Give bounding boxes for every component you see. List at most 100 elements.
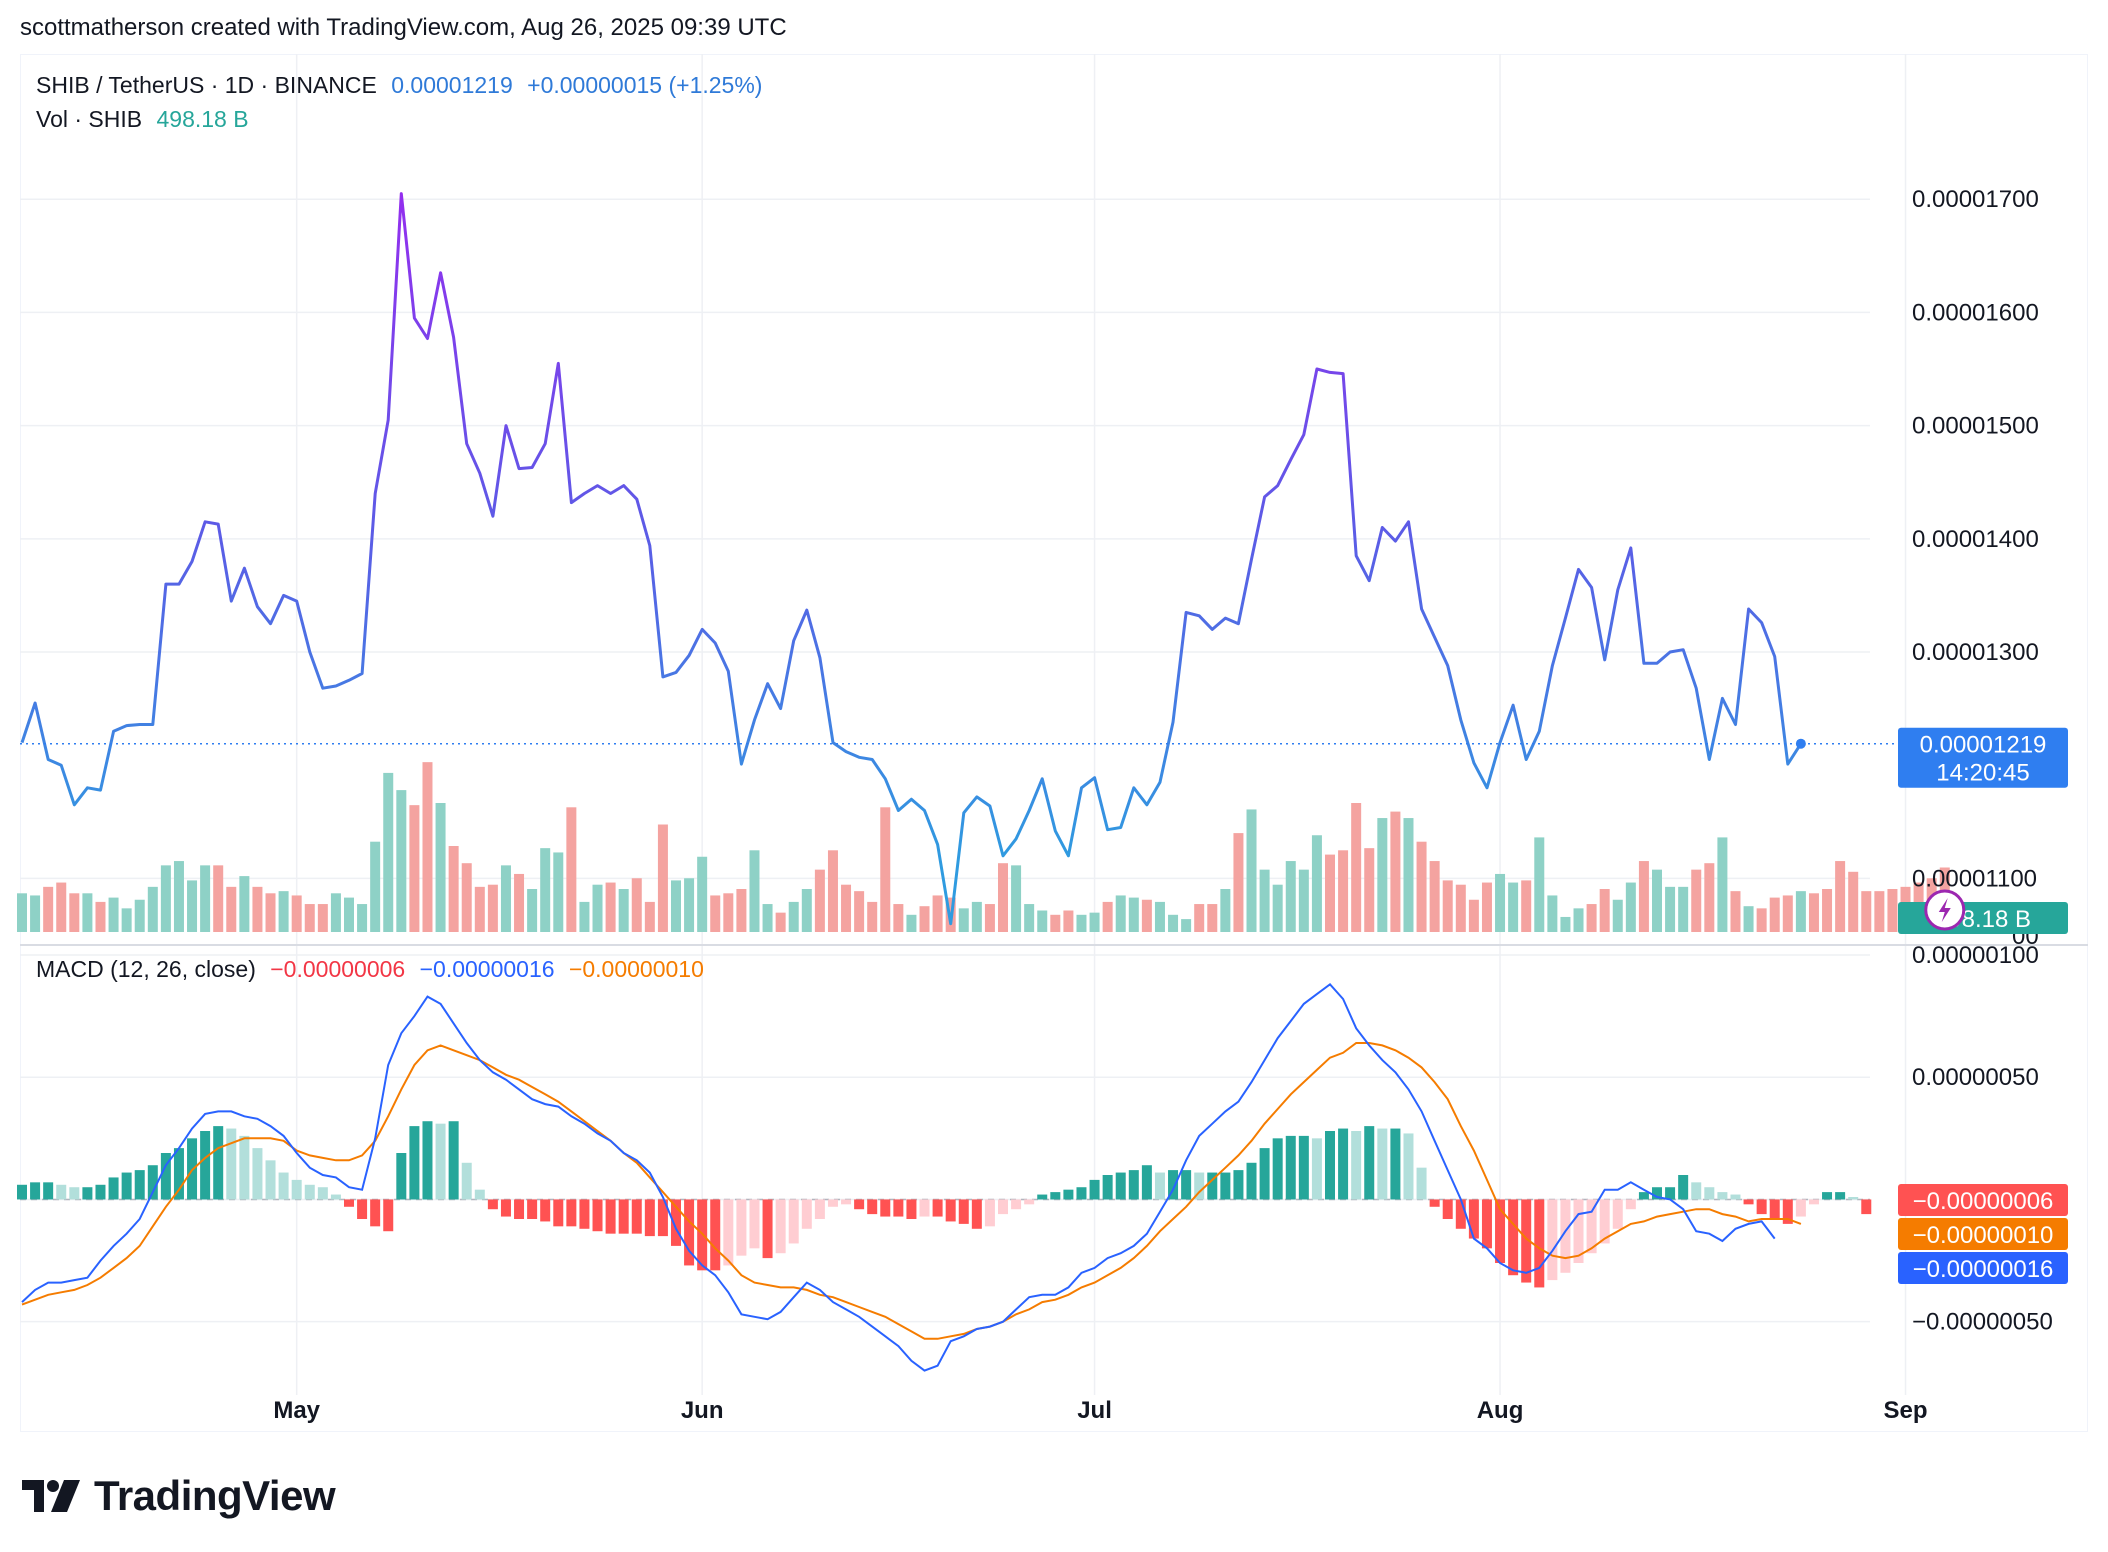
macd-histogram-bar xyxy=(1769,1199,1780,1219)
price-tag-text: 0.00001219 xyxy=(1920,732,2047,759)
tradingview-logo[interactable]: TradingView xyxy=(22,1472,336,1520)
volume-bar xyxy=(265,893,276,932)
legend-symbol[interactable]: SHIB / TetherUS · 1D · BINANCE xyxy=(36,72,377,98)
macd-histogram-bar xyxy=(108,1177,119,1200)
tradingview-logo-text: TradingView xyxy=(94,1472,336,1519)
macd-tag xyxy=(1898,1252,2068,1284)
macd-histogram-bar xyxy=(1756,1199,1767,1215)
volume-bar xyxy=(932,895,943,932)
macd-histogram-bar xyxy=(1704,1187,1715,1200)
macd-histogram-bar xyxy=(1351,1131,1362,1200)
macd-histogram-bar xyxy=(514,1199,525,1219)
volume-bar xyxy=(1207,904,1218,932)
macd-histogram-bar xyxy=(1325,1131,1335,1200)
macd-histogram-bar xyxy=(1599,1199,1610,1244)
price-tick-label: 0.00001400 xyxy=(1912,526,2039,553)
volume-bar xyxy=(1782,895,1793,932)
volume-bar xyxy=(1259,869,1270,932)
volume-bar xyxy=(1141,899,1152,932)
macd-histogram-bar xyxy=(1233,1170,1244,1200)
macd-histogram-bar xyxy=(1534,1199,1545,1288)
price-tick-label: 0.00001100 xyxy=(1912,865,2037,892)
macd-histogram-bar xyxy=(213,1126,224,1200)
volume-bar xyxy=(1625,882,1636,932)
macd-histogram-bar xyxy=(1481,1199,1492,1249)
macd-histogram-bar xyxy=(1442,1199,1453,1219)
volume-bar xyxy=(1089,912,1100,932)
macd-line xyxy=(21,982,1776,1372)
x-tick-label: May xyxy=(273,1397,320,1424)
macd-histogram-bar xyxy=(1050,1192,1061,1200)
macd-histogram-bar xyxy=(971,1199,982,1229)
legend-vol-label[interactable]: Vol · SHIB xyxy=(36,106,143,132)
volume-bar xyxy=(448,846,459,932)
macd-histogram-bar xyxy=(644,1199,655,1237)
macd-histogram-bar xyxy=(1102,1175,1113,1200)
volume-bar xyxy=(370,841,381,932)
macd-histogram-bar xyxy=(1246,1162,1257,1200)
chart-canvas[interactable]: May Jun Jul Aug Sep 0.00001700 0.00001600 0.000… xyxy=(0,0,2108,1440)
volume-bar xyxy=(1246,809,1257,932)
macd-histogram-bar xyxy=(357,1199,368,1219)
chart-credit: scottmatherson created with TradingView.… xyxy=(20,14,787,41)
macd-histogram-bar xyxy=(749,1199,760,1249)
macd-histogram-bar xyxy=(788,1199,799,1244)
volume-bar xyxy=(540,848,551,932)
macd-histogram-bar xyxy=(1063,1189,1074,1200)
volume-bar xyxy=(1795,891,1806,932)
macd-histogram-bar xyxy=(1194,1172,1205,1200)
volume-bar xyxy=(409,805,420,932)
volume-bar xyxy=(644,901,655,932)
volume-bar xyxy=(173,861,184,932)
volume-bar xyxy=(841,884,852,932)
macd-histogram-bar xyxy=(487,1199,498,1210)
volume-bar xyxy=(383,772,394,932)
volume-bar xyxy=(1115,895,1126,932)
volume-bar xyxy=(108,897,119,932)
macd-histogram-bar xyxy=(736,1199,747,1256)
macd-histogram-bar xyxy=(1795,1199,1806,1217)
macd-histogram-bar xyxy=(1573,1199,1584,1263)
macd-histogram-bar xyxy=(1403,1133,1414,1200)
macd-histogram-bar xyxy=(841,1199,852,1205)
volume-bar xyxy=(1063,910,1074,932)
volume-bar xyxy=(43,886,54,932)
macd-tick-label: −0.00000050 xyxy=(1912,1309,2053,1336)
macd-histogram-bar xyxy=(958,1199,969,1224)
macd-histogram-bar xyxy=(618,1199,629,1234)
volume-bar xyxy=(1678,886,1689,932)
volume-bar xyxy=(1573,908,1584,932)
macd-histogram-bar xyxy=(121,1172,132,1200)
volume-bar xyxy=(893,904,904,932)
macd-histogram-bar xyxy=(1089,1179,1100,1200)
macd-histogram-bar xyxy=(1154,1172,1165,1200)
volume-bar xyxy=(880,807,891,932)
macd-histogram-bar xyxy=(134,1170,145,1200)
volume-bar xyxy=(827,850,838,932)
macd-histogram-bar xyxy=(147,1165,158,1200)
volume-bar xyxy=(1272,884,1283,932)
volume-bar xyxy=(566,807,577,932)
macd-histogram-bar xyxy=(1207,1172,1218,1200)
macd-histogram-bar xyxy=(527,1199,538,1219)
volume-bar xyxy=(1390,811,1401,932)
legend-macd-label[interactable]: MACD (12, 26, close) xyxy=(36,956,256,982)
volume-bar xyxy=(30,895,41,932)
volume-bar xyxy=(553,852,564,932)
volume-bar xyxy=(1325,854,1335,932)
volume-bar xyxy=(252,886,263,932)
grid-lines xyxy=(20,54,2088,1395)
macd-histogram-bar xyxy=(448,1121,459,1200)
volume-bar xyxy=(1024,904,1035,932)
volume-bar xyxy=(1364,848,1375,932)
macd-histogram-bar xyxy=(827,1199,838,1207)
macd-histogram-bar xyxy=(422,1121,433,1200)
tradingview-logo-icon xyxy=(22,1480,80,1512)
x-tick-label: Jun xyxy=(681,1397,724,1424)
macd-histogram-bar xyxy=(854,1199,865,1210)
price-series-line xyxy=(20,192,1803,926)
macd-histogram-bar xyxy=(409,1126,420,1200)
volume-bar xyxy=(919,906,930,932)
volume-bar xyxy=(134,899,145,932)
macd-histogram-bar xyxy=(344,1199,354,1207)
